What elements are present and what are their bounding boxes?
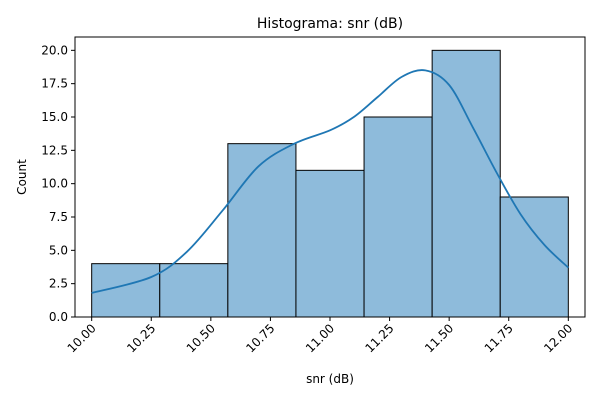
chart-title: Histograma: snr (dB): [257, 16, 403, 32]
x-tick-label: 11.25: [363, 321, 397, 355]
y-tick-label: 12.5: [41, 143, 68, 157]
histogram-bar-2: [159, 263, 229, 318]
x-tick-label: 10.25: [124, 321, 158, 355]
y-tick-label: 5.0: [49, 243, 68, 257]
y-tick-label: 15.0: [41, 110, 68, 124]
x-axis-title: snr (dB): [306, 372, 354, 386]
x-tick-label: 11.00: [303, 321, 337, 355]
x-axis: 10.00 10.25 10.50 10.75 11.00 11.25 11.50 11.75…: [65, 317, 575, 355]
y-tick-label: 10.0: [41, 177, 68, 191]
y-tick-label: 2.5: [49, 277, 68, 291]
histogram-bar-7: [499, 196, 569, 318]
y-axis: 0.0 2.5 5.0 7.5 10.0 12.5 15.0 17.5 20.0: [41, 43, 75, 324]
x-tick-label: 12.00: [541, 321, 575, 355]
histogram-bar-3: [227, 143, 297, 318]
y-axis-title: Count: [15, 159, 29, 195]
x-tick-label: 11.75: [482, 321, 516, 355]
bars-layer: [91, 49, 569, 318]
histogram-bar-5: [363, 116, 433, 318]
x-tick-label: 10.50: [184, 321, 218, 355]
x-tick-label: 11.50: [422, 321, 456, 355]
histogram-bar-6: [431, 49, 501, 318]
y-tick-label: 7.5: [49, 210, 68, 224]
y-tick-label: 20.0: [41, 43, 68, 57]
histogram-bar-4: [295, 169, 365, 318]
x-tick-label: 10.00: [65, 321, 99, 355]
y-tick-label: 17.5: [41, 77, 68, 91]
x-tick-label: 10.75: [243, 321, 277, 355]
kde-curve: [91, 69, 569, 294]
y-tick-label: 0.0: [49, 310, 68, 324]
